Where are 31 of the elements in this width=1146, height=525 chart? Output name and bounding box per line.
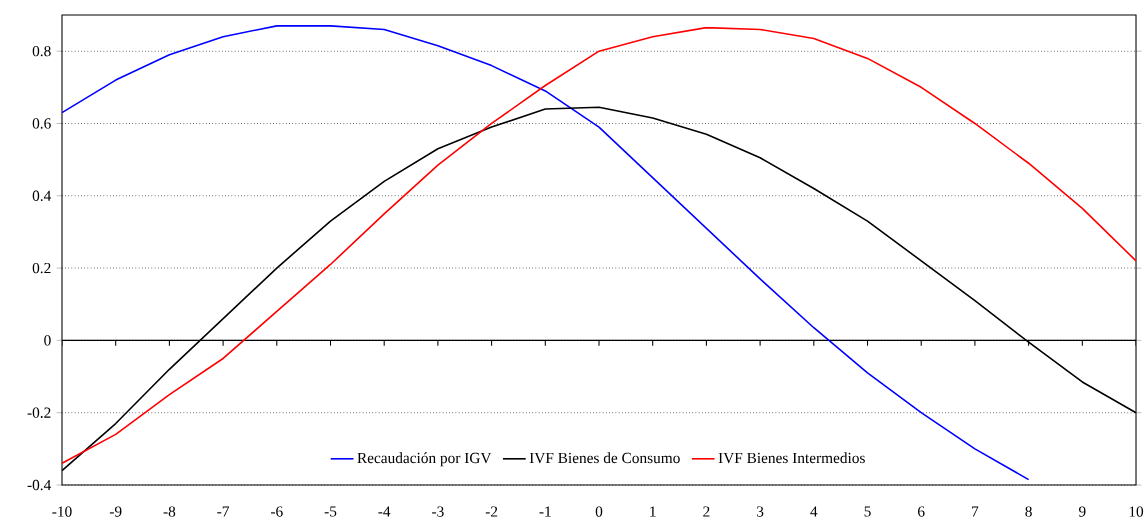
y-tick-label: 0.6 [32,118,51,129]
y-tick-label: 0.4 [32,190,52,201]
x-tick-label: 2 [703,506,710,517]
x-tick-label: -4 [378,506,391,517]
y-tick-label: 0.8 [32,45,51,57]
x-tick-label: 0 [595,506,603,517]
y-tick-label: -0.2 [27,407,51,418]
x-tick-label: 8 [1025,506,1032,517]
x-tick-label: 6 [918,506,925,517]
y-tick-label: -0.4 [27,479,52,491]
x-tick-label: 10 [1129,506,1144,517]
x-tick-label: -2 [485,506,498,517]
x-tick-label: -10 [52,506,72,517]
x-tick-label: 5 [864,506,871,517]
x-tick-label: 3 [757,506,764,517]
x-tick-label: 4 [810,506,818,517]
x-tick-label: 1 [650,506,656,517]
x-tick-label: 7 [972,506,979,517]
legend-label: IVF Bienes de Consumo [529,452,680,464]
x-tick-label: -3 [432,506,444,517]
x-tick-label: -9 [109,506,122,517]
x-tick-label: -8 [163,506,176,517]
x-tick-label: -7 [217,506,230,517]
legend-label: Recaudación por IGV [357,452,492,467]
x-tick-label: -6 [270,506,283,517]
x-tick-label: -1 [539,506,551,517]
x-tick-label: 9 [1078,506,1086,517]
x-tick-label: -5 [324,506,337,517]
y-tick-label: 0 [44,335,51,346]
legend-label: IVF Bienes Intermedios [718,452,865,464]
y-tick-label: 0.2 [32,262,51,274]
